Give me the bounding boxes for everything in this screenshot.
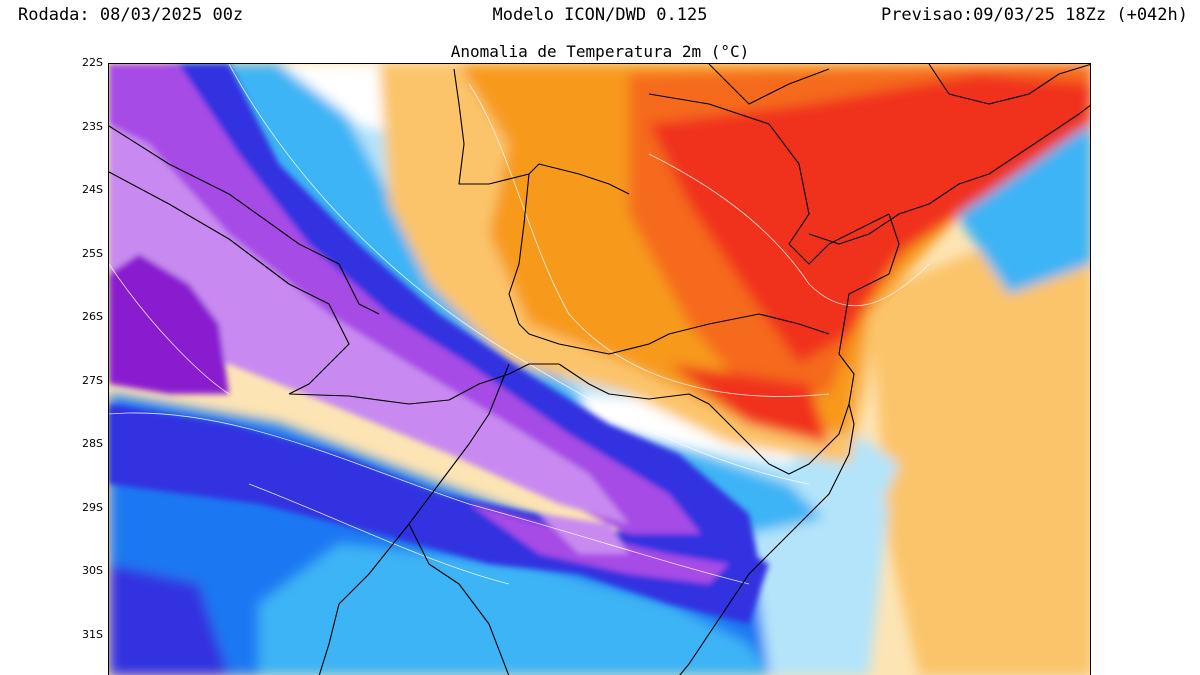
southern-cold-band xyxy=(109,404,769,624)
country-border xyxy=(288,363,559,405)
map-title: Anomalia de Temperatura 2m (°C) xyxy=(450,42,750,61)
contour-line xyxy=(248,483,510,585)
country-border-uruguay xyxy=(408,523,510,675)
latitude-label: 31S xyxy=(82,627,103,641)
contour-line xyxy=(109,263,230,395)
model-label: Modelo ICON/DWD 0.125 xyxy=(492,5,708,25)
deep-purple-core xyxy=(109,254,229,394)
state-border-mg xyxy=(708,64,830,105)
state-border-rj xyxy=(928,64,1090,105)
temperature-anomaly-map xyxy=(108,63,1091,675)
cool-southwest-region xyxy=(259,544,769,675)
country-border xyxy=(109,125,380,315)
map-svg xyxy=(109,64,1090,675)
very-hot-region xyxy=(649,74,1090,364)
contour-line xyxy=(228,64,810,485)
latitude-label: 26S xyxy=(82,310,103,323)
latitude-label: 28S xyxy=(82,437,103,450)
forecast-time-label: Previsao:09/03/25 18Zz (+042h) xyxy=(880,5,1188,25)
contour-lines xyxy=(109,64,930,585)
cold-anomaly-bands xyxy=(109,64,769,624)
coastline-parana xyxy=(838,213,900,405)
latitude-label: 22S xyxy=(82,56,103,69)
pale-blue-southeast xyxy=(749,504,889,675)
latitude-label: 23S xyxy=(82,119,103,133)
contour-line xyxy=(109,412,750,585)
borders xyxy=(109,64,1090,675)
state-border-ms xyxy=(453,68,630,195)
latitude-label: 25S xyxy=(82,246,103,260)
very-cold-corner xyxy=(109,564,229,675)
state-border-pr-sc xyxy=(528,313,830,355)
light-blue-band xyxy=(169,64,839,564)
state-border-sp xyxy=(648,93,890,265)
warm-ocean-region xyxy=(869,204,1090,675)
cool-coastal-patch xyxy=(949,125,1090,294)
contour-line xyxy=(648,153,930,307)
state-border-sc xyxy=(558,363,850,475)
coastline-north xyxy=(808,104,1090,245)
state-border-pr xyxy=(508,173,530,335)
latitude-label: 30S xyxy=(82,564,103,577)
latitude-label: 24S xyxy=(82,183,103,196)
light-purple-band xyxy=(109,124,629,524)
latitude-label: 29S xyxy=(82,500,103,514)
purple-band xyxy=(109,64,709,544)
coastline-south xyxy=(679,403,855,675)
latitude-label: 27S xyxy=(82,373,103,387)
country-border xyxy=(109,171,350,395)
dark-blue-band xyxy=(149,64,759,584)
contour-line xyxy=(468,83,830,397)
hot-patch-south xyxy=(669,364,829,444)
run-date-label: Rodada: 08/03/2025 00z xyxy=(18,5,244,25)
